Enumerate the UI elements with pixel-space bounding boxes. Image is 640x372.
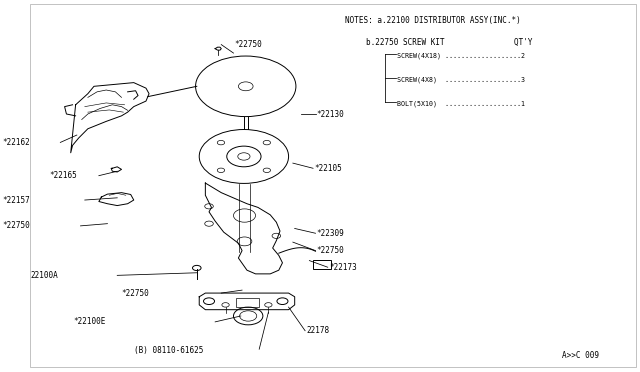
- Text: *22750: *22750: [235, 40, 262, 49]
- Text: *22157: *22157: [2, 196, 29, 205]
- Text: *22750: *22750: [2, 221, 29, 230]
- Text: *22162: *22162: [2, 138, 29, 147]
- Text: *22750: *22750: [317, 246, 344, 255]
- Text: SCREW(4X18) ...................2: SCREW(4X18) ...................2: [397, 52, 525, 59]
- Bar: [236, 298, 259, 307]
- Text: *22165: *22165: [49, 171, 77, 180]
- Text: *22173: *22173: [329, 263, 356, 272]
- Text: *22750: *22750: [122, 289, 149, 298]
- Text: A>>C 009: A>>C 009: [562, 351, 599, 360]
- Text: NOTES: a.22100 DISTRIBUTOR ASSY(INC.*): NOTES: a.22100 DISTRIBUTOR ASSY(INC.*): [345, 16, 520, 25]
- Text: *22309: *22309: [317, 229, 344, 238]
- Text: SCREW(4X8)  ...................3: SCREW(4X8) ...................3: [397, 76, 525, 83]
- Text: (B) 08110-61625: (B) 08110-61625: [134, 346, 203, 355]
- Text: b.22750 SCREW KIT               QT'Y: b.22750 SCREW KIT QT'Y: [366, 38, 532, 46]
- Text: 22100A: 22100A: [31, 271, 58, 280]
- Text: *22130: *22130: [317, 109, 344, 119]
- Text: BOLT(5X10)  ...................1: BOLT(5X10) ...................1: [397, 100, 525, 107]
- Text: 22178: 22178: [307, 326, 330, 335]
- Text: *22100E: *22100E: [74, 317, 106, 326]
- Bar: [313, 260, 332, 269]
- Text: *22105: *22105: [314, 164, 342, 173]
